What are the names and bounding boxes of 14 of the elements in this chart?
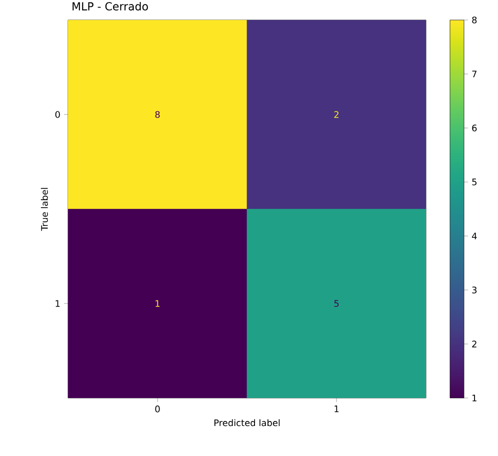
color-bar-label: 1 — [472, 394, 476, 402]
color-bar-label: 4 — [472, 232, 477, 240]
color-bar-label: 3 — [472, 286, 477, 294]
chart-title: MLP - Cerrado — [72, 2, 148, 10]
x-axis-title: Predicted label — [214, 419, 280, 426]
color-bar-label: 6 — [472, 124, 477, 132]
data-label: 5 — [334, 300, 339, 307]
color-bar-label: 2 — [472, 340, 476, 348]
color-bar-label: 5 — [472, 178, 476, 186]
color-bar-label: 8 — [472, 16, 477, 24]
data-label: 1 — [156, 300, 160, 307]
data-label: 8 — [155, 111, 160, 118]
color-bar-label: 7 — [472, 70, 476, 78]
y-axis-title: True label — [40, 188, 48, 231]
